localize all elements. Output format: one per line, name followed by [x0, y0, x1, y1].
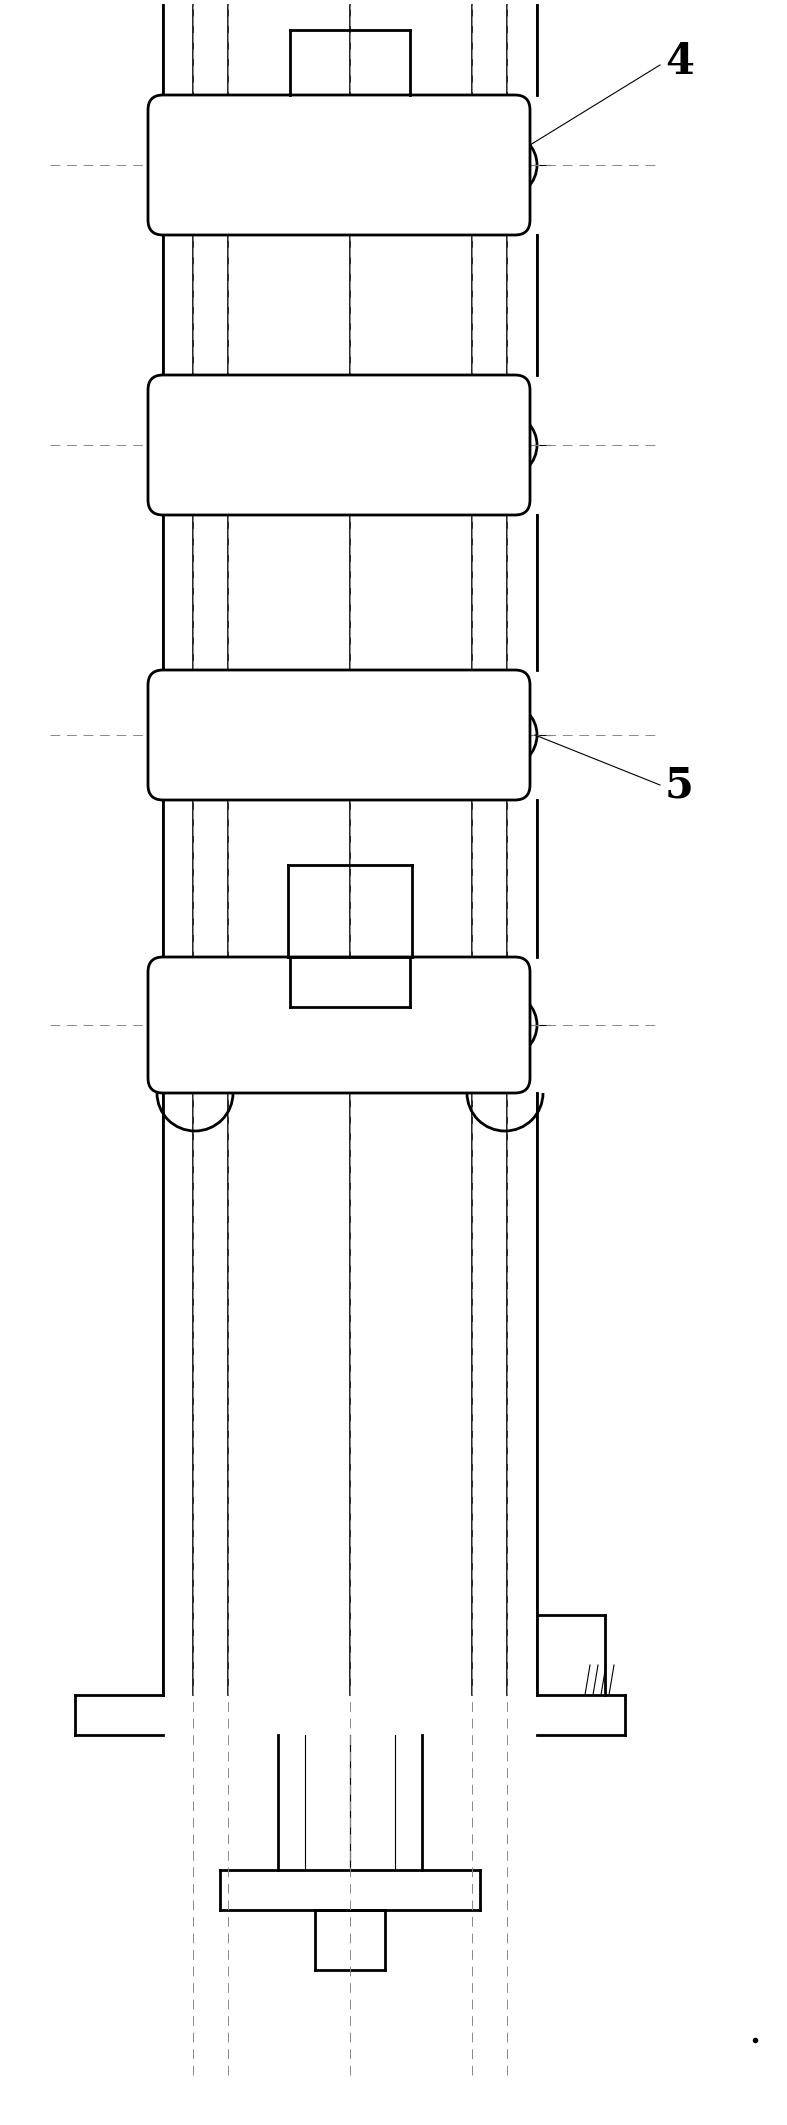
Text: 4: 4	[665, 40, 694, 83]
Text: 5: 5	[665, 765, 694, 805]
FancyBboxPatch shape	[148, 374, 530, 514]
FancyBboxPatch shape	[148, 96, 530, 236]
FancyBboxPatch shape	[148, 956, 530, 1092]
FancyBboxPatch shape	[148, 669, 530, 799]
